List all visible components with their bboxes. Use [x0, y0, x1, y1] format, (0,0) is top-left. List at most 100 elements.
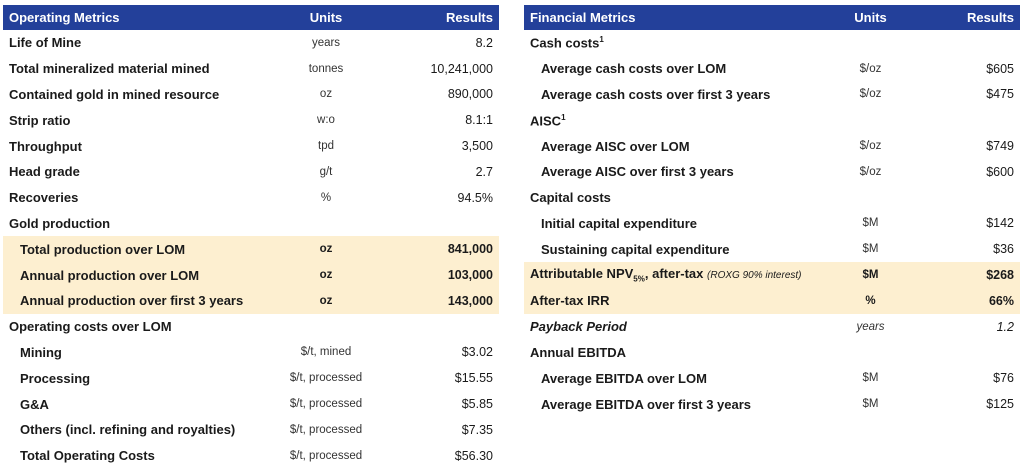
row-result: 103,000 — [447, 268, 493, 283]
row-label: Strip ratio — [9, 112, 71, 128]
row-units: $/t, mined — [300, 346, 352, 359]
row-result: 8.1:1 — [465, 113, 493, 128]
row-units: $/t, processed — [289, 423, 363, 436]
row-units: oz — [319, 294, 333, 307]
header-label: Operating Metrics — [9, 10, 120, 25]
table-row: Total mineralized material mined tonnes 10… — [3, 56, 499, 82]
financial-metrics-header: Financial Metrics Units Results — [524, 5, 1020, 30]
row-units: years — [856, 320, 885, 333]
row-result: 66% — [988, 293, 1014, 308]
section-label-text: AISC — [530, 112, 562, 128]
header-results: Results — [446, 10, 493, 25]
row-label: Total mineralized material mined — [9, 61, 210, 77]
table-row: Life of Mine years 8.2 — [3, 30, 499, 56]
table-row: Average cash costs over first 3 years $/o… — [524, 82, 1020, 108]
table-row: G&A $/t, processed $5.85 — [3, 391, 499, 417]
row-units: oz — [319, 243, 333, 256]
header-units: Units — [854, 10, 887, 25]
row-units: $M — [862, 398, 879, 411]
row-units: $/oz — [859, 62, 882, 75]
row-result: $125 — [986, 397, 1014, 412]
table-row: Mining $/t, mined $3.02 — [3, 340, 499, 366]
header-units: Units — [309, 10, 343, 25]
row-result: $76 — [993, 371, 1014, 386]
row-label: G&A — [20, 396, 49, 412]
section-label: Operating costs over LOM — [9, 319, 172, 335]
table-row: Average EBITDA over LOM $M $76 — [524, 365, 1020, 391]
row-units: $/oz — [859, 88, 882, 101]
table-row: Payback Period years 1.2 — [524, 314, 1020, 340]
row-units: years — [311, 36, 341, 49]
row-units: $M — [862, 243, 879, 256]
row-label: Average cash costs over LOM — [541, 61, 727, 77]
table-row: Initial capital expenditure $M $142 — [524, 211, 1020, 237]
row-result: $475 — [986, 87, 1014, 102]
row-result: 890,000 — [447, 87, 493, 102]
row-label: Payback Period — [530, 319, 627, 335]
row-label: Mining — [20, 344, 62, 360]
section-row: Operating costs over LOM — [3, 314, 499, 340]
row-result: $36 — [993, 242, 1014, 257]
row-units: tonnes — [308, 62, 344, 75]
row-result: 143,000 — [447, 293, 493, 308]
footnote-marker: 1 — [599, 35, 604, 45]
section-label: Capital costs — [530, 190, 611, 206]
row-result: $749 — [986, 139, 1014, 154]
row-label: Others (incl. refining and royalties) — [20, 422, 236, 438]
table-row: Total Operating Costs $/t, processed $56.3… — [3, 443, 499, 469]
row-result: $268 — [986, 268, 1014, 283]
table-row: Average AISC over first 3 years $/oz $600 — [524, 159, 1020, 185]
section-row: AISC1 — [524, 107, 1020, 133]
operating-metrics-header: Operating Metrics Units Results — [3, 5, 499, 30]
operating-metrics-table: Operating Metrics Units Results Life of … — [3, 5, 499, 469]
row-result: $3.02 — [461, 345, 493, 360]
row-label: Recoveries — [9, 190, 79, 206]
row-label: Average EBITDA over LOM — [541, 370, 707, 386]
footnote-marker: 1 — [561, 112, 566, 122]
section-row: Gold production — [3, 211, 499, 237]
row-result: 841,000 — [447, 242, 493, 257]
row-result: 94.5% — [457, 190, 493, 205]
table-row: Strip ratio w:o 8.1:1 — [3, 107, 499, 133]
row-label: Sustaining capital expenditure — [541, 241, 730, 257]
npv-label-suffix: , after-tax — [644, 266, 704, 282]
row-result: $5.85 — [461, 397, 493, 412]
row-units: oz — [319, 269, 333, 282]
table-row: Head grade g/t 2.7 — [3, 159, 499, 185]
section-row: Capital costs — [524, 185, 1020, 211]
row-label: Throughput — [9, 138, 82, 154]
highlighted-row: Attributable NPV5%, after-tax (ROXG 90% … — [524, 262, 1020, 288]
row-units: $M — [862, 372, 879, 385]
table-row: Average cash costs over LOM $/oz $605 — [524, 56, 1020, 82]
row-units: $/t, processed — [289, 398, 363, 411]
row-label: Life of Mine — [9, 35, 82, 51]
section-label: Annual EBITDA — [530, 344, 627, 360]
table-row: Others (incl. refining and royalties) $/t… — [3, 417, 499, 443]
row-label: Average EBITDA over first 3 years — [541, 396, 752, 412]
header-label: Financial Metrics — [530, 10, 636, 25]
section-label: Gold production — [9, 215, 111, 231]
row-result: $56.30 — [454, 448, 493, 463]
row-units: w:o — [317, 114, 335, 127]
table-row: Average AISC over LOM $/oz $749 — [524, 133, 1020, 159]
row-label: Annual production over first 3 years — [20, 293, 244, 309]
row-units: $M — [862, 217, 879, 230]
highlighted-row: Annual production over first 3 years oz 14… — [3, 287, 499, 314]
row-units: g/t — [319, 165, 333, 178]
npv-label: Attributable NPV5%, after-tax (ROXG 90% … — [524, 266, 808, 284]
row-label: Contained gold in mined resource — [9, 86, 220, 102]
row-result: $600 — [986, 164, 1014, 179]
table-row: Average EBITDA over first 3 years $M $125 — [524, 391, 1020, 417]
row-label: Average AISC over LOM — [541, 138, 690, 154]
row-units: % — [320, 191, 332, 204]
row-label: Initial capital expenditure — [541, 215, 698, 231]
row-label: Annual production over LOM — [20, 267, 200, 283]
table-row: Throughput tpd 3,500 — [3, 133, 499, 159]
section-row: Annual EBITDA — [524, 340, 1020, 366]
row-result: 3,500 — [461, 139, 493, 154]
row-label: After-tax IRR — [530, 293, 610, 309]
row-units: $/t, processed — [289, 372, 363, 385]
row-result: 1.2 — [996, 319, 1014, 334]
highlighted-row: Total production over LOM oz 841,000 — [3, 236, 499, 263]
row-units: $M — [862, 269, 879, 282]
